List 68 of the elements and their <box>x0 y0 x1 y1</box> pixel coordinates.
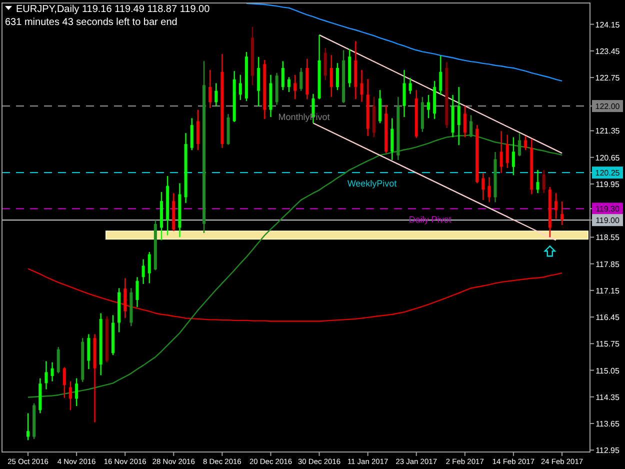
candlestick <box>390 118 394 161</box>
y-tick-label: 112.95 <box>596 446 620 456</box>
candlestick <box>124 278 127 319</box>
y-tick-label: 124.15 <box>595 20 620 30</box>
y-tick-label: 114.35 <box>596 392 620 402</box>
candlestick <box>378 89 382 124</box>
y-tick-label: 123.45 <box>595 46 620 56</box>
candlestick <box>554 192 558 220</box>
y-tick-label: 117.15 <box>596 286 620 296</box>
candlestick <box>257 56 260 107</box>
candlestick <box>214 82 218 107</box>
candlestick <box>148 251 151 284</box>
candlestick <box>360 69 364 102</box>
line-series <box>246 3 563 82</box>
candlestick <box>62 366 66 399</box>
y-tick-label: 118.55 <box>596 233 620 242</box>
candlestick <box>402 69 406 118</box>
candlestick <box>439 55 442 96</box>
candlestick <box>287 76 290 93</box>
candlestick <box>50 362 54 382</box>
candlestick <box>294 74 296 100</box>
candlestick <box>196 109 200 151</box>
candlestick <box>457 86 460 146</box>
candlestick <box>536 169 540 194</box>
candlestick <box>336 62 339 91</box>
candlestick <box>324 47 327 81</box>
line-series <box>27 268 563 322</box>
candlestick <box>142 258 145 285</box>
candlestick <box>136 276 139 308</box>
candlestick <box>208 69 212 109</box>
candlestick <box>524 135 528 151</box>
candlestick <box>68 380 72 411</box>
y-tick-label: 121.35 <box>595 126 620 136</box>
y-tick-label: 119.30 <box>596 204 620 214</box>
candlestick <box>408 77 412 94</box>
candlestick <box>512 136 515 176</box>
candlestick <box>330 54 333 98</box>
candlestick <box>87 334 90 370</box>
y-tick-label: 116.45 <box>596 313 620 322</box>
candlestick <box>463 105 466 138</box>
candlestick <box>542 169 546 194</box>
text: 631 minutes 43 seconds left to bar end <box>5 17 178 28</box>
candlestick <box>26 412 30 441</box>
candlestick <box>75 378 78 407</box>
y-tick-label: 115.05 <box>596 366 620 376</box>
candlestick <box>190 118 194 151</box>
y-tick-label: 115.75 <box>596 340 620 349</box>
y-tick-label: 113.65 <box>596 419 620 428</box>
y-tick-label: 122.75 <box>595 74 620 83</box>
y-tick-label: 120.65 <box>595 153 620 162</box>
y-tick-label: 122.00 <box>595 102 620 112</box>
y-tick-label: 117.85 <box>596 260 620 269</box>
candlestick <box>44 360 48 390</box>
candlestick <box>300 67 303 92</box>
candlestick <box>560 200 564 226</box>
candlestick <box>488 176 491 203</box>
candlestick <box>500 130 503 174</box>
y-tick-label: 120.25 <box>595 168 620 178</box>
candlestick <box>427 94 430 119</box>
ref-line-label: WeeklyPivot <box>347 178 398 189</box>
candlestick <box>238 74 242 101</box>
y-tick-label: 119.00 <box>596 216 620 226</box>
candlestick <box>506 134 509 169</box>
candlestick <box>482 172 485 201</box>
candlestick <box>281 60 284 91</box>
candlestick <box>56 346 60 374</box>
y-tick-label: 119.95 <box>596 180 620 189</box>
chart-title: EURJPY,Daily 119.16 119.49 118.87 119.00 <box>16 4 210 15</box>
